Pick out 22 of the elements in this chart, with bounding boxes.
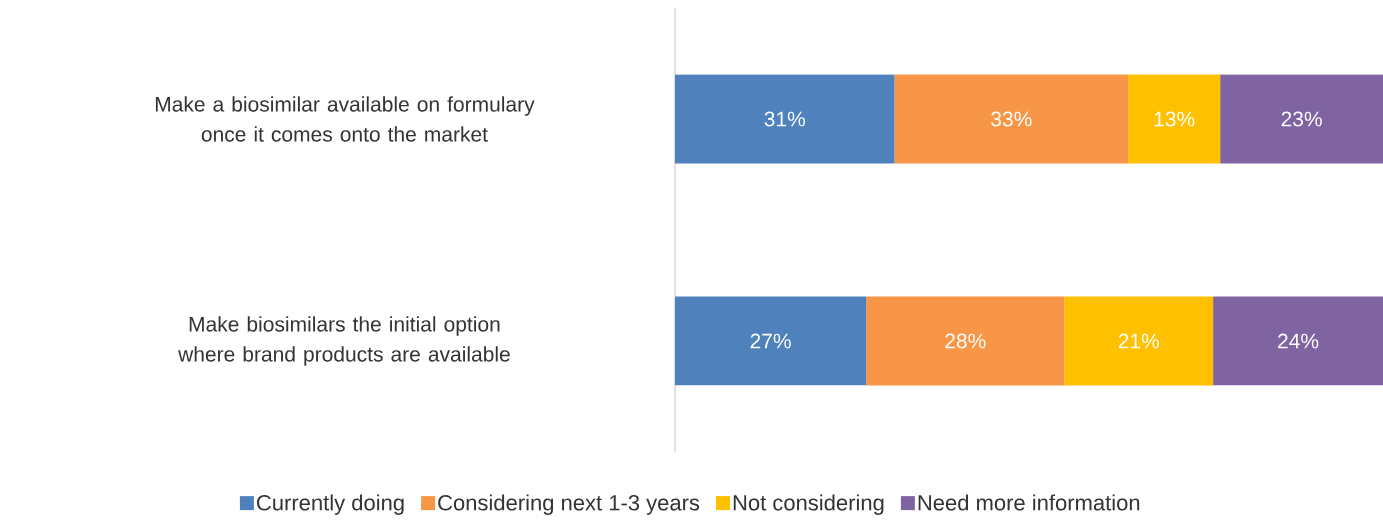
- bar: [675, 296, 867, 386]
- legend-label: Need more information: [918, 494, 1140, 511]
- data-label: 28%: [945, 333, 986, 349]
- y-tick-label: Make a biosimilar available on formulary once it comes onto the market: [155, 96, 535, 142]
- data-label: 33%: [991, 111, 1032, 127]
- bar: [894, 74, 1129, 164]
- data-label: 31%: [764, 111, 806, 127]
- legend-label: Not considering: [733, 494, 884, 515]
- data-label: 13%: [1154, 111, 1195, 127]
- data-label: 21%: [1118, 333, 1160, 349]
- bar: [1213, 296, 1383, 386]
- bar: [1064, 296, 1214, 386]
- bar: [1128, 74, 1221, 164]
- data-label: 24%: [1278, 333, 1319, 349]
- data-label: 23%: [1281, 111, 1322, 127]
- bar: [1220, 74, 1383, 164]
- y-tick-label: Make biosimilars the initial option where brand products are available: [178, 316, 510, 366]
- data-label: 27%: [750, 333, 791, 349]
- legend-label: Considering next 1-3 years: [438, 494, 700, 515]
- bar: [675, 74, 895, 164]
- legend-label: Currently doing: [257, 494, 404, 515]
- bar: [866, 296, 1065, 386]
